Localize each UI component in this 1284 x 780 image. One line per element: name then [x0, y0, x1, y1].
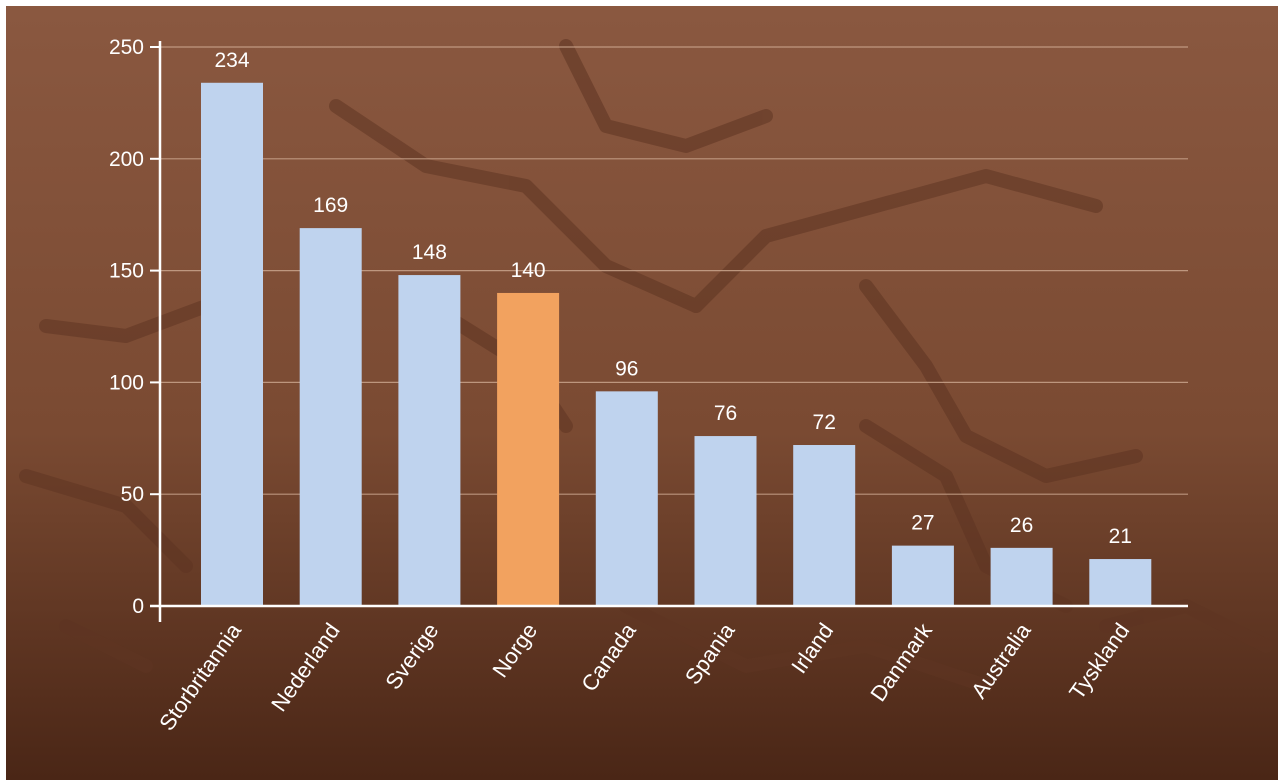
- bar-chart: 234 169 148 140 96 76 72 27 26 21 0 50 100 150 200 250…: [6, 6, 1278, 780]
- bar-tyskland: [1089, 559, 1152, 606]
- value-label-spania: 76: [714, 402, 737, 425]
- value-label-storbritannia: 234: [214, 49, 249, 72]
- value-label-canada: 96: [615, 357, 638, 380]
- y-tick-label: 250: [109, 36, 144, 59]
- chart-container: 234 169 148 140 96 76 72 27 26 21 0 50 100 150 200 250…: [6, 6, 1278, 780]
- y-tick-label: 150: [109, 260, 144, 283]
- y-tick-label: 100: [109, 371, 144, 394]
- bar-sverige: [398, 275, 461, 606]
- y-tick-label: 0: [132, 595, 144, 618]
- bar-nederland: [299, 228, 362, 606]
- y-tick-label: 200: [109, 148, 144, 171]
- y-tick-labels: 0 50 100 150 200 250: [109, 36, 144, 618]
- value-label-nederland: 169: [313, 194, 348, 217]
- value-label-tyskland: 21: [1109, 525, 1132, 548]
- value-label-norge: 140: [511, 259, 546, 282]
- value-labels: 234 169 148 140 96 76 72 27 26 21: [214, 49, 1132, 548]
- value-label-sverige: 148: [412, 241, 447, 264]
- bar-australia: [990, 547, 1053, 606]
- axes: [150, 41, 1188, 622]
- bar-danmark: [891, 545, 954, 606]
- bar-storbritannia: [201, 82, 263, 606]
- bar-norge: [497, 292, 560, 606]
- bars: [201, 82, 1152, 606]
- bar-canada: [595, 391, 658, 606]
- bar-irland: [793, 445, 856, 606]
- value-label-australia: 26: [1010, 514, 1033, 537]
- value-label-irland: 72: [813, 411, 836, 434]
- y-tick-label: 50: [121, 483, 144, 506]
- bar-spania: [694, 436, 757, 606]
- value-label-danmark: 27: [911, 512, 934, 535]
